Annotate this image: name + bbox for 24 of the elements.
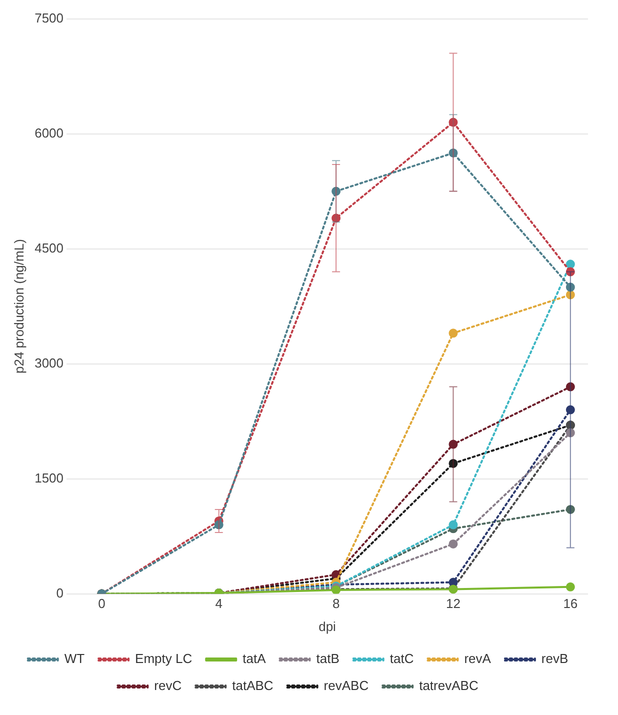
legend-label: tatA xyxy=(242,651,266,666)
x-tick-label: 12 xyxy=(446,596,460,612)
y-tick-label: 4500 xyxy=(34,240,64,256)
y-tick-label: 0 xyxy=(56,585,64,600)
x-axis-title: dpi xyxy=(318,618,336,634)
y-tick-label: 6000 xyxy=(34,125,64,140)
y-tick-label: 7500 xyxy=(34,10,64,26)
y-tick-label: 3000 xyxy=(34,355,64,370)
x-tick-label: 0 xyxy=(98,596,106,612)
legend-label: revA xyxy=(464,651,492,666)
legend-label: tatABC xyxy=(232,678,274,694)
legend-label: tatB xyxy=(316,651,340,666)
legend-label: revB xyxy=(541,651,568,666)
legend-label: Empty LC xyxy=(135,651,192,666)
y-tick-label: 1500 xyxy=(34,470,64,486)
y-axis-title: p24 production (ng/mL) xyxy=(11,239,26,374)
legend-label: revABC xyxy=(324,678,369,694)
x-tick-label: 16 xyxy=(563,596,578,612)
legend-label: revC xyxy=(154,678,182,694)
legend-label: WT xyxy=(64,651,85,666)
x-tick-label: 8 xyxy=(332,596,340,612)
x-tick-label: 4 xyxy=(215,596,222,612)
legend-label: tatrevABC xyxy=(419,678,478,694)
legend-label: tatC xyxy=(390,651,414,666)
